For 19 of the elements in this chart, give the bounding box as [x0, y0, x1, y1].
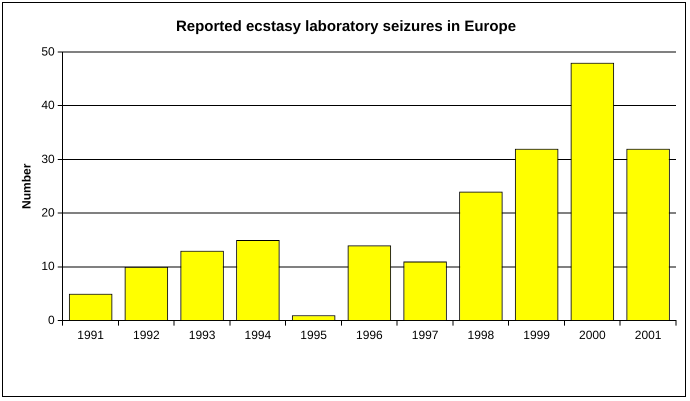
- y-tick-label: 0: [48, 312, 56, 327]
- x-tick-label: 1997: [412, 328, 439, 342]
- x-tick-label: 1993: [188, 328, 216, 342]
- x-tick-label: 1992: [133, 328, 160, 342]
- chart-title: Reported ecstasy laboratory seizures in Europe: [176, 18, 516, 36]
- x-tick-label: 2001: [634, 328, 662, 342]
- x-tick-label: 1996: [356, 328, 384, 342]
- y-tick-label: 50: [41, 44, 56, 58]
- x-tick-label: 1991: [77, 328, 104, 342]
- y-axis-title: Number: [20, 163, 34, 209]
- y-tick-label: 40: [41, 98, 56, 112]
- x-tick-label: 1998: [468, 328, 495, 342]
- y-tick-label: 10: [41, 259, 56, 274]
- x-tick-label: 2000: [579, 328, 606, 342]
- x-tick-label: 1994: [244, 328, 272, 342]
- y-tick-label: 20: [41, 205, 56, 220]
- y-tick-label: 30: [41, 152, 56, 166]
- x-tick-label: 1995: [300, 328, 328, 342]
- x-tick-label: 1999: [523, 328, 550, 342]
